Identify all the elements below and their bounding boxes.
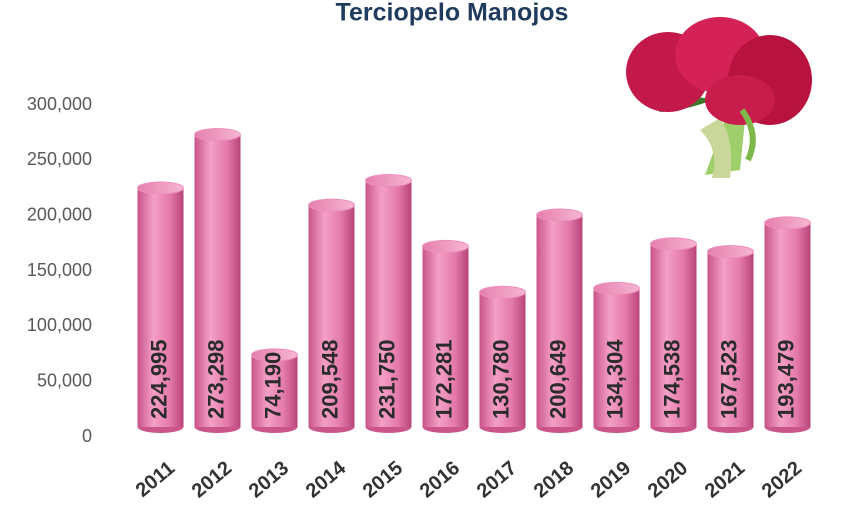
- y-tick-label: 250,000: [27, 149, 92, 169]
- value-label: 224,995: [146, 339, 171, 419]
- x-tick-label: 2012: [188, 457, 236, 502]
- x-tick-label: 2016: [416, 457, 464, 502]
- value-label: 74,190: [260, 352, 285, 419]
- y-tick-label: 200,000: [27, 204, 92, 224]
- y-tick-label: 50,000: [37, 370, 92, 390]
- flower-illustration: [626, 17, 812, 178]
- value-label: 130,780: [488, 339, 513, 419]
- value-label: 209,548: [317, 339, 342, 419]
- x-tick-label: 2018: [530, 457, 578, 502]
- bar-top: [708, 246, 754, 258]
- value-label: 200,649: [545, 339, 570, 419]
- x-tick-label: 2020: [644, 457, 692, 502]
- bar-top: [423, 240, 469, 252]
- bar-top: [765, 217, 811, 229]
- bar-top: [651, 238, 697, 250]
- value-label: 231,750: [374, 339, 399, 419]
- value-label: 167,523: [716, 339, 741, 419]
- x-tick-label: 2013: [245, 457, 293, 502]
- value-label: 134,304: [602, 339, 627, 419]
- bar-top: [594, 282, 640, 294]
- bar-top: [537, 209, 583, 221]
- x-tick-label: 2017: [473, 457, 521, 502]
- chart: Terciopelo Manojos 0 50,000 100,000 150,000…: [0, 0, 846, 516]
- y-tick-label: 300,000: [27, 94, 92, 114]
- x-tick-label: 2015: [359, 457, 407, 502]
- y-tick-label: 100,000: [27, 315, 92, 335]
- value-label: 172,281: [431, 339, 456, 419]
- x-tick-label: 2022: [758, 457, 806, 502]
- bar-top: [138, 182, 184, 194]
- bar-top: [480, 286, 526, 298]
- bar-top: [366, 175, 412, 187]
- value-label: 273,298: [203, 339, 228, 419]
- chart-title: Terciopelo Manojos: [336, 0, 569, 27]
- y-tick-label: 150,000: [27, 260, 92, 280]
- bar-top: [195, 129, 241, 141]
- bar-top: [309, 199, 355, 211]
- x-tick-label: 2014: [302, 456, 351, 502]
- value-label: 193,479: [773, 339, 798, 419]
- x-tick-label: 2021: [701, 457, 749, 502]
- x-tick-label: 2011: [132, 457, 179, 502]
- value-label: 174,538: [659, 339, 684, 419]
- y-tick-label: 0: [82, 426, 92, 446]
- x-tick-label: 2019: [587, 457, 635, 502]
